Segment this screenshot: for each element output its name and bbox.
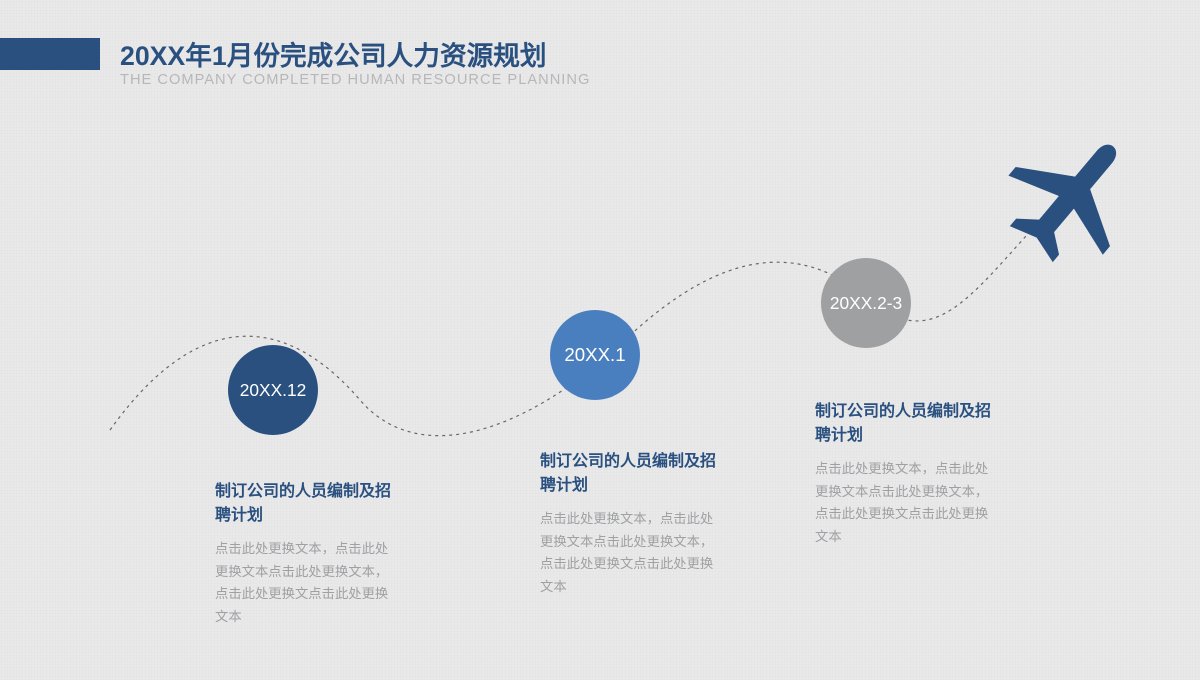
page-title: 20XX年1月份完成公司人力资源规划 — [120, 34, 547, 73]
milestone-heading-1: 制订公司的人员编制及招聘计划 — [215, 480, 395, 528]
milestone-circle-1: 20XX.12 — [228, 345, 318, 435]
milestone-circle-2: 20XX.1 — [550, 310, 640, 400]
page-subtitle: THE COMPANY COMPLETED HUMAN RESOURCE PLA… — [120, 72, 590, 88]
header-accent-bar — [0, 38, 100, 70]
milestone-label-3: 20XX.2-3 — [830, 293, 902, 314]
slide-page: 20XX年1月份完成公司人力资源规划 THE COMPANY COMPLETED… — [0, 0, 1200, 680]
milestone-heading-3: 制订公司的人员编制及招聘计划 — [815, 400, 995, 448]
milestone-text-1: 制订公司的人员编制及招聘计划 点击此处更换文本，点击此处更换文本点击此处更换文本… — [215, 480, 395, 629]
milestone-text-3: 制订公司的人员编制及招聘计划 点击此处更换文本，点击此处更换文本点击此处更换文本… — [815, 400, 995, 549]
milestone-text-2: 制订公司的人员编制及招聘计划 点击此处更换文本，点击此处更换文本点击此处更换文本… — [540, 450, 720, 599]
milestone-label-1: 20XX.12 — [240, 380, 306, 401]
airplane-icon — [1000, 128, 1140, 268]
milestone-body-1: 点击此处更换文本，点击此处更换文本点击此处更换文本，点击此处更换文点击此处更换文… — [215, 538, 395, 629]
milestone-circle-3: 20XX.2-3 — [821, 258, 911, 348]
milestone-heading-2: 制订公司的人员编制及招聘计划 — [540, 450, 720, 498]
milestone-body-2: 点击此处更换文本，点击此处更换文本点击此处更换文本，点击此处更换文点击此处更换文… — [540, 508, 720, 599]
milestone-label-2: 20XX.1 — [564, 344, 625, 366]
milestone-body-3: 点击此处更换文本，点击此处更换文本点击此处更换文本，点击此处更换文点击此处更换文… — [815, 458, 995, 549]
